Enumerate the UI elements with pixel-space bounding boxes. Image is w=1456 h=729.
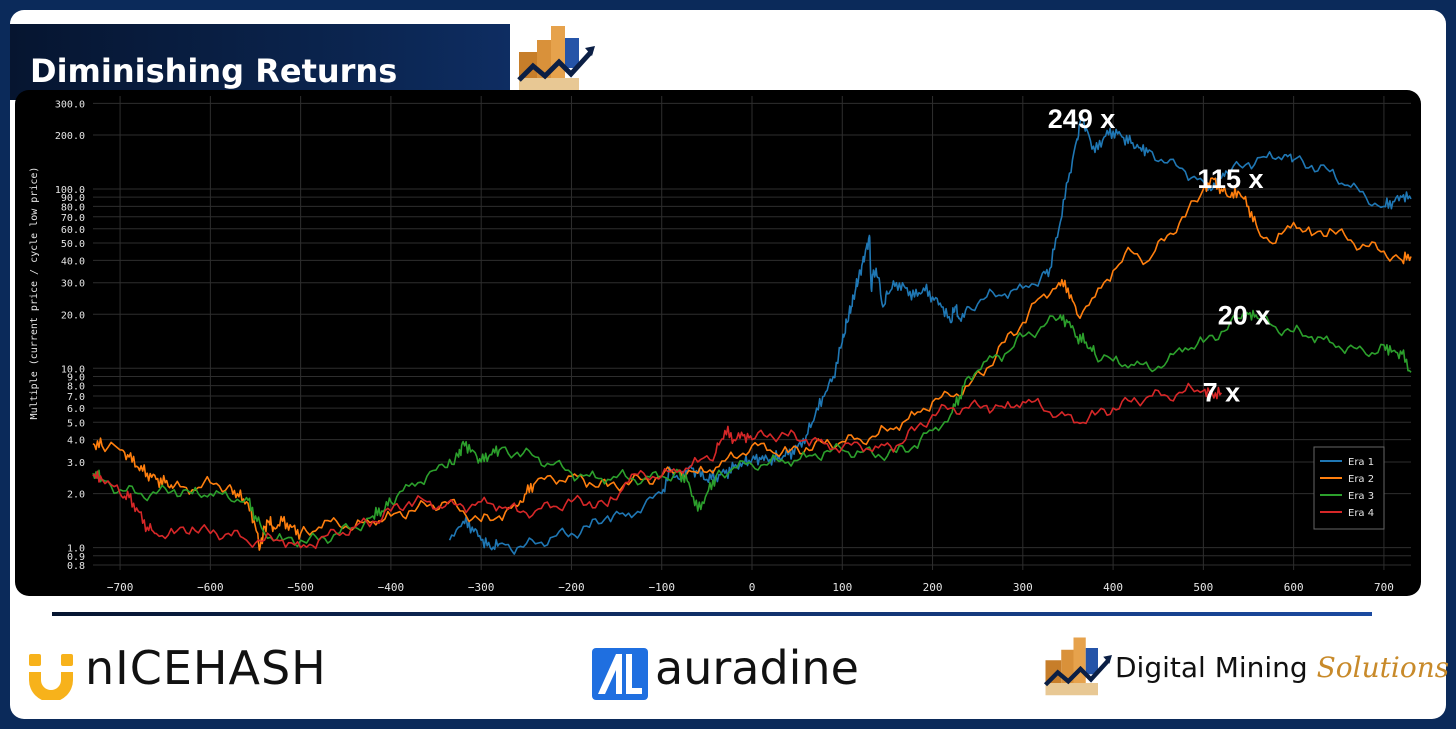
y-tick-label: 5.0 [67,418,85,429]
legend-item: Era 3 [1348,491,1374,502]
series-line-era-2 [92,177,1412,551]
legend-item: Era 2 [1348,474,1374,485]
y-tick-label: 90.0 [61,193,85,204]
y-tick-label: 10.0 [61,364,85,375]
y-axis-label: Multiple (current price / cycle low pric… [29,167,40,420]
x-tick-label: 400 [1103,581,1123,594]
y-tick-label: 1.0 [67,544,85,555]
auradine-logo-icon [592,648,648,700]
chart-annotations: 249 x 115 x 20 x 7 x [1048,104,1271,408]
y-tick-label: 3.0 [67,458,85,469]
chart-panel: −700 −600 −500 −400 −300 −200 −100 0 100 200 300 40… [15,90,1421,596]
digital-mining-text: Digital Mining [1115,651,1308,684]
chart-grid [93,96,1411,570]
page-title: Diminishing Returns [30,52,398,90]
auradine-wordmark: auradine [655,641,859,695]
series-line-era-3 [92,309,1412,548]
digital-mining-logo-icon [517,26,595,92]
solutions-text: Solutions [1316,651,1450,684]
x-tick-label: −500 [287,581,314,594]
x-tick-label: −400 [378,581,405,594]
x-tick-label: 0 [749,581,756,594]
y-tick-label: 300.0 [55,99,85,110]
digital-mining-footer-logo-icon [1043,637,1112,696]
y-tick-label: 100.0 [55,185,85,196]
annotation-label: 249 x [1048,104,1116,134]
y-tick-label: 80.0 [61,202,85,213]
x-tick-label: −100 [648,581,675,594]
y-tick-label: 0.8 [67,561,85,572]
chart-series-layer [92,117,1412,555]
legend-item: Era 1 [1348,457,1374,468]
chart-legend: Era 1 Era 2 Era 3 Era 4 [1313,446,1385,530]
x-tick-label: −700 [107,581,134,594]
series-line-era-1 [448,117,1412,555]
digital-mining-wordmark: Digital Mining Solutions [1115,651,1449,684]
y-tick-label: 8.0 [67,382,85,393]
title-bar: Diminishing Returns [10,24,510,100]
x-tick-label: −600 [197,581,224,594]
y-tick-label: 2.0 [67,490,85,501]
y-tick-label: 9.0 [67,372,85,383]
y-tick-label: 40.0 [61,256,85,267]
annotation-label: 7 x [1203,378,1241,408]
y-tick-label: 200.0 [55,131,85,142]
x-tick-label: −200 [558,581,585,594]
nicehash-logo-icon [29,654,73,700]
chart-ticks: −700 −600 −500 −400 −300 −200 −100 0 100 200 300 40… [55,99,1394,594]
chart-svg: −700 −600 −500 −400 −300 −200 −100 0 100 200 300 40… [29,96,1412,594]
y-tick-label: 4.0 [67,436,85,447]
nicehash-wordmark: nICEHASH [85,641,327,695]
legend-item: Era 4 [1348,508,1374,519]
x-tick-label: 500 [1193,581,1213,594]
annotation-label: 115 x [1197,164,1263,194]
y-tick-label: 20.0 [61,310,85,321]
y-tick-label: 7.0 [67,392,85,403]
x-tick-label: 300 [1013,581,1033,594]
series-line-era-4 [92,382,1223,550]
x-tick-label: 700 [1374,581,1394,594]
footer-divider [52,612,1372,616]
x-tick-label: 100 [832,581,852,594]
y-tick-label: 50.0 [61,239,85,250]
annotation-label: 20 x [1218,300,1271,330]
y-tick-label: 70.0 [61,213,85,224]
x-tick-label: 600 [1284,581,1304,594]
x-tick-label: 200 [923,581,943,594]
y-tick-label: 6.0 [67,404,85,415]
x-tick-label: −300 [468,581,495,594]
y-tick-label: 0.9 [67,552,85,563]
y-tick-label: 60.0 [61,225,85,236]
y-tick-label: 30.0 [61,279,85,290]
